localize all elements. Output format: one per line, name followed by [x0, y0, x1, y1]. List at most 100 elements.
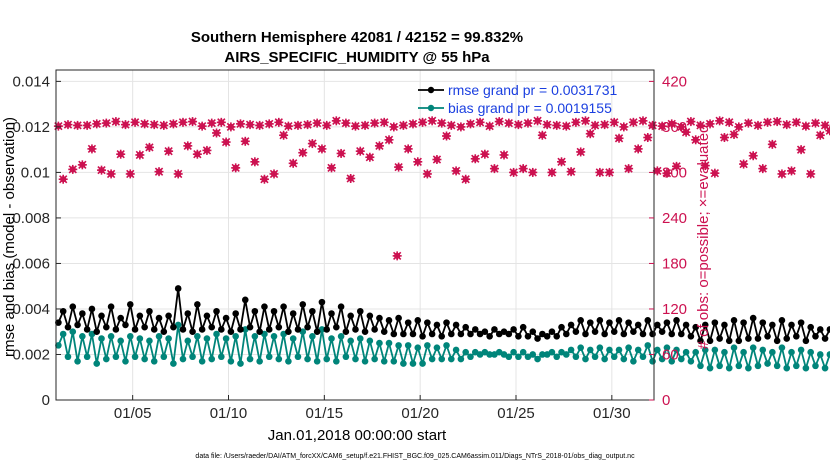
- bias-point: [634, 346, 642, 354]
- bias-point: [270, 332, 278, 340]
- rmse-point: [107, 303, 115, 310]
- obs-possible-point: [793, 119, 800, 126]
- obs-possible-point: [750, 152, 757, 159]
- obs-evaluated-point: [116, 149, 126, 159]
- obs-possible-point: [706, 120, 714, 127]
- obs-evaluated-point: [585, 129, 595, 139]
- rmse-point: [443, 319, 450, 326]
- rmse-point: [678, 330, 685, 338]
- bias-point: [778, 344, 786, 351]
- x-axis-label: Jan.01,2018 00:00:00 start: [268, 427, 447, 444]
- rmse-point: [735, 337, 743, 345]
- bias-point: [275, 355, 283, 363]
- rmse-point: [380, 328, 388, 336]
- obs-possible-point: [467, 120, 474, 127]
- rmse-point: [131, 326, 139, 333]
- obs-possible-point: [568, 168, 575, 175]
- rmse-point: [79, 310, 86, 317]
- bias-point: [131, 353, 139, 361]
- rmse-point: [706, 337, 714, 345]
- bias-point: [519, 348, 527, 356]
- obs-possible-point: [558, 158, 565, 165]
- obs-evaluated-point: [633, 144, 643, 154]
- rmse-point: [361, 328, 369, 336]
- rmse-point: [515, 332, 522, 340]
- obs-possible-point: [572, 119, 579, 126]
- obs-evaluated-point: [796, 145, 806, 155]
- obs-evaluated-point: [231, 163, 241, 173]
- obs-possible-point: [615, 135, 623, 142]
- obs-possible-point: [103, 120, 110, 127]
- obs-evaluated-point: [92, 119, 102, 129]
- y-tick-label: 0.012: [12, 119, 50, 136]
- obs-evaluated-point: [125, 169, 135, 179]
- bias-point: [749, 344, 757, 351]
- obs-evaluated-point: [748, 151, 758, 161]
- obs-possible-point: [754, 122, 762, 129]
- obs-possible-point: [88, 145, 96, 152]
- rmse-point: [697, 337, 704, 345]
- obs-evaluated-point: [763, 117, 773, 127]
- rmse-point: [103, 323, 110, 331]
- bias-point: [462, 348, 469, 356]
- rmse-point: [347, 312, 354, 320]
- rmse-point: [730, 317, 738, 324]
- rmse-point: [630, 328, 637, 336]
- rmse-point: [481, 328, 489, 336]
- rmse-series: [55, 285, 830, 345]
- obs-evaluated-point: [389, 122, 399, 132]
- rmse-point: [586, 319, 594, 326]
- bias-point: [112, 353, 120, 361]
- obs-possible-point: [131, 119, 139, 126]
- obs-possible-point: [716, 117, 723, 124]
- obs-evaluated-point: [346, 173, 356, 183]
- obs-possible-point: [290, 160, 297, 167]
- bias-point: [725, 364, 733, 372]
- bias-point: [740, 348, 747, 356]
- obs-possible-point: [361, 122, 369, 129]
- rmse-point: [721, 321, 728, 329]
- obs-possible-point: [654, 167, 661, 174]
- y-tick-label: 0.004: [12, 301, 50, 318]
- rmse-point: [352, 326, 359, 333]
- obs-possible-point: [821, 122, 829, 129]
- obs-evaluated-point: [250, 157, 260, 167]
- rmse-point: [764, 332, 771, 340]
- bias-point: [395, 342, 402, 349]
- bias-point: [668, 358, 676, 365]
- bias-point: [328, 335, 335, 342]
- obs-possible-point: [462, 176, 469, 183]
- rmse-point: [491, 326, 498, 333]
- rmse-point: [309, 307, 316, 315]
- obs-possible-point: [405, 145, 412, 152]
- rmse-point: [591, 328, 599, 336]
- bias-point: [59, 330, 67, 338]
- bias-point: [663, 344, 671, 351]
- rmse-point: [687, 332, 695, 340]
- rmse-point: [606, 319, 613, 326]
- obs-possible-point: [476, 119, 484, 126]
- obs-possible-point: [663, 170, 671, 177]
- bias-point: [548, 348, 556, 356]
- rmse-point: [572, 328, 580, 336]
- obs-possible-point: [687, 118, 694, 125]
- rmse-point: [194, 301, 201, 308]
- rmse-point: [69, 303, 77, 310]
- obs-possible-point: [500, 151, 508, 159]
- y-axis-right-label: # of obs: o=possible; ×=evaluated: [695, 125, 712, 350]
- rmse-point: [198, 326, 206, 333]
- rmse-point: [160, 328, 168, 336]
- rmse-point: [725, 337, 733, 345]
- obs-possible-point: [165, 148, 172, 155]
- obs-possible-point: [788, 167, 795, 174]
- bias-point: [74, 358, 81, 365]
- bias-point: [103, 355, 110, 363]
- obs-possible-point: [208, 120, 215, 127]
- obs-evaluated-point: [327, 163, 337, 173]
- obs-evaluated-point: [288, 158, 298, 168]
- bias-point: [596, 344, 604, 351]
- obs-possible-point: [318, 145, 326, 152]
- obs-possible-point: [352, 123, 359, 130]
- data-file-footer: data file: /Users/raeder/DAI/ATM_forcXX/…: [195, 453, 635, 460]
- obs-evaluated-point: [413, 157, 423, 167]
